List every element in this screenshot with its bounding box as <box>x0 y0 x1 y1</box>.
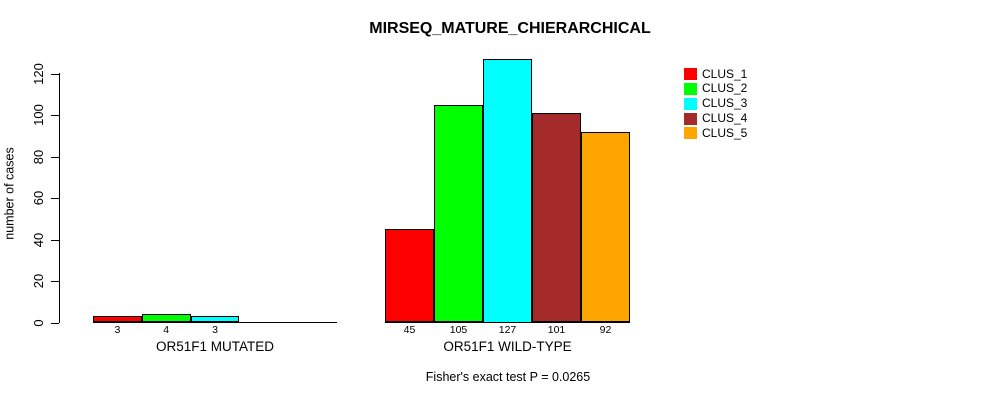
legend-swatch-clus_4 <box>684 112 697 125</box>
bar-clus_2-group1 <box>141 314 191 323</box>
bar-value-label: 4 <box>163 324 170 336</box>
group-label: OR51F1 MUTATED <box>155 339 274 354</box>
y-axis-line <box>59 73 60 323</box>
bar-value-label: 92 <box>599 324 612 336</box>
bar-clus_1-group2 <box>385 229 434 323</box>
bar-value-label: 101 <box>547 324 566 336</box>
y-tick-mark <box>51 156 59 158</box>
bar-value-label: 105 <box>449 324 468 336</box>
legend-label: CLUS_5 <box>702 125 748 140</box>
bar-value-label: 45 <box>403 324 416 336</box>
y-tick-label: 60 <box>31 190 46 206</box>
bar-value-label: 3 <box>212 324 218 336</box>
legend-label: CLUS_4 <box>702 111 748 125</box>
y-tick-label: 20 <box>31 273 46 289</box>
bar-clus_3-group1 <box>190 316 240 323</box>
legend-label: CLUS_2 <box>702 81 748 96</box>
bar-value-label: 127 <box>498 324 517 336</box>
y-tick-mark <box>51 281 59 282</box>
bar-clus_3-group2 <box>483 59 532 323</box>
group-label: OR51F1 WILD-TYPE <box>443 339 572 354</box>
y-tick-label: 120 <box>31 62 46 85</box>
chart-title: MIRSEQ_MATURE_CHIERARCHICAL <box>369 20 651 37</box>
y-axis-title: number of cases <box>2 147 17 240</box>
bar-clus_2-group2 <box>434 104 483 323</box>
y-tick-mark <box>51 239 59 241</box>
x-axis-baseline <box>93 322 337 323</box>
legend-swatch-clus_5 <box>684 127 697 140</box>
legend-swatch-clus_3 <box>684 97 697 110</box>
legend-swatch-clus_2 <box>684 82 697 95</box>
y-tick-mark <box>51 73 59 75</box>
y-tick-mark <box>51 198 59 199</box>
fisher-test-annotation: Fisher's exact test P = 0.0265 <box>425 370 591 384</box>
y-tick-label: 80 <box>31 149 46 164</box>
y-tick-label: 100 <box>31 104 46 126</box>
y-tick-mark <box>51 322 59 324</box>
y-tick-label: 40 <box>31 232 46 247</box>
legend-label: CLUS_3 <box>702 96 748 111</box>
legend-swatch-clus_1 <box>684 68 697 80</box>
y-tick-label: 0 <box>31 318 46 327</box>
bar-value-label: 3 <box>114 324 121 336</box>
bar-clus_1-group1 <box>93 316 142 323</box>
y-tick-mark <box>51 115 59 116</box>
bar-clus_4-group2 <box>532 112 581 323</box>
x-axis-baseline <box>385 322 630 323</box>
legend-label: CLUS_1 <box>702 66 748 81</box>
bar-clus_5-group2 <box>581 131 630 323</box>
